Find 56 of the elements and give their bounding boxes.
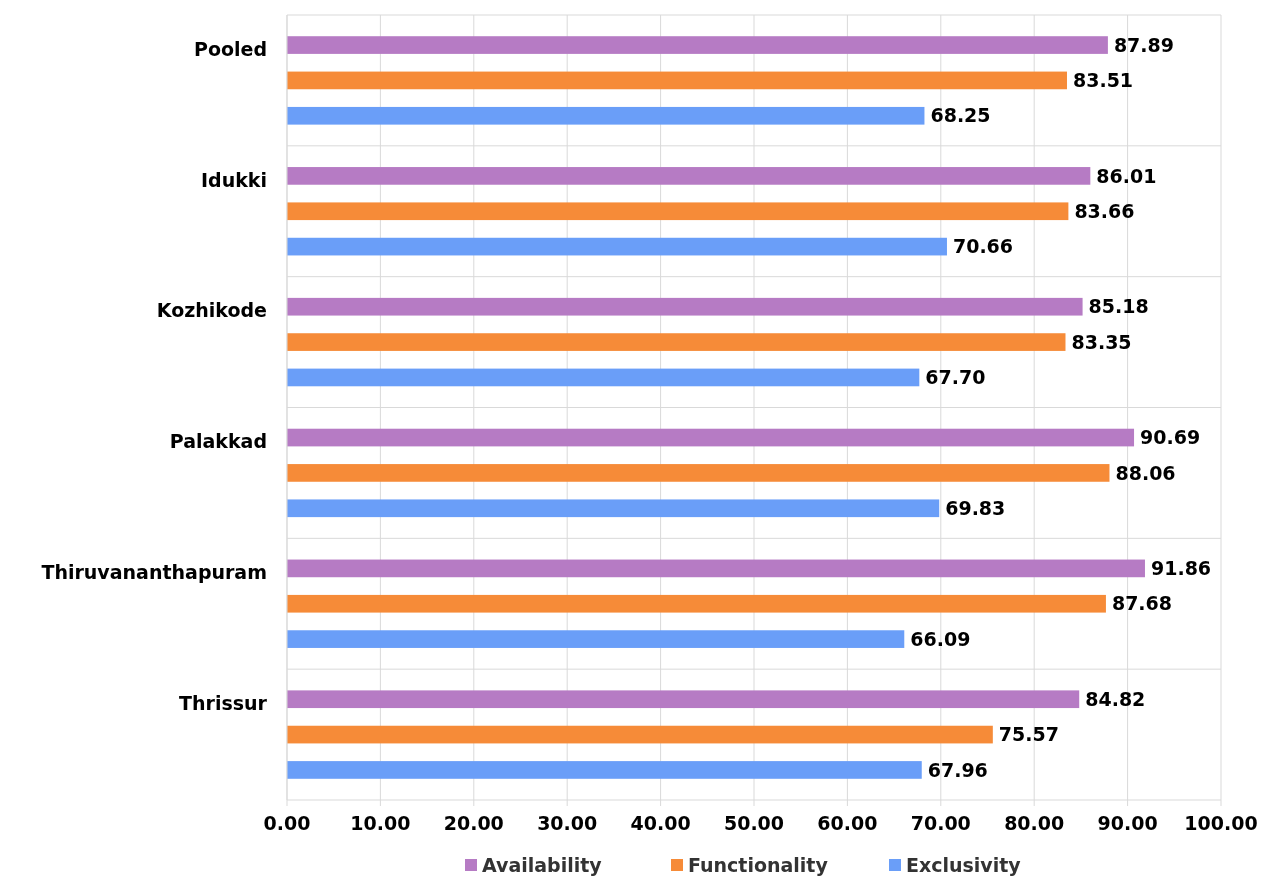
data-label: 83.35 (1071, 330, 1132, 353)
bar (287, 464, 1110, 482)
x-tick-label: 70.00 (910, 812, 971, 834)
x-tick-label: 20.00 (443, 812, 504, 834)
data-label: 66.09 (910, 627, 971, 650)
data-label: 90.69 (1140, 426, 1201, 449)
x-tick-label: 100.00 (1184, 812, 1258, 834)
data-label: 75.57 (998, 723, 1059, 746)
data-label: 67.96 (927, 758, 988, 781)
bar (287, 237, 947, 256)
bar (287, 690, 1080, 709)
bar (287, 368, 920, 387)
y-tick-label: Idukki (201, 168, 267, 191)
x-tick-label: 30.00 (537, 812, 598, 834)
bar (287, 428, 1135, 447)
bar (287, 594, 1106, 613)
x-tick-label: 50.00 (723, 812, 785, 834)
data-label: 67.70 (925, 366, 986, 389)
bar (287, 106, 925, 125)
data-label: 69.83 (945, 496, 1006, 519)
data-label: 70.66 (952, 235, 1014, 258)
data-label: 83.66 (1074, 199, 1135, 222)
legend-label: Exclusivity (906, 853, 1022, 876)
bar (287, 71, 1067, 90)
bar (287, 559, 1145, 578)
data-label: 91.86 (1150, 557, 1212, 580)
bar (287, 36, 1108, 54)
bar (287, 630, 905, 648)
y-tick-label: Palakkad (169, 430, 267, 453)
data-label: 86.01 (1096, 164, 1157, 187)
data-label: 83.51 (1072, 69, 1134, 92)
bar (287, 167, 1091, 185)
y-tick-label: Thrissur (179, 691, 268, 714)
y-tick-label: Thiruvananthapuram (41, 561, 267, 583)
x-tick-label: 10.00 (350, 812, 411, 834)
y-tick-label: Pooled (193, 37, 267, 60)
data-label: 87.89 (1113, 33, 1174, 56)
x-tick-label: 80.00 (1004, 812, 1065, 834)
data-label: 87.68 (1111, 592, 1173, 615)
data-label: 85.18 (1088, 295, 1149, 318)
legend-label: Availability (482, 853, 603, 876)
x-tick-label: 0.00 (263, 812, 311, 834)
y-tick-label: Kozhikode (156, 299, 267, 322)
bar (287, 725, 993, 744)
data-label: 68.25 (930, 104, 991, 127)
bar (287, 761, 922, 779)
bar (287, 333, 1066, 351)
x-tick-label: 90.00 (1097, 812, 1158, 834)
bar (287, 297, 1083, 316)
legend-label: Functionality (688, 853, 829, 876)
data-label: 88.06 (1115, 461, 1176, 484)
bar (287, 202, 1069, 221)
data-label: 84.82 (1085, 687, 1146, 710)
x-tick-label: 60.00 (817, 812, 878, 834)
bar (287, 499, 940, 518)
x-tick-label: 40.00 (630, 812, 691, 834)
